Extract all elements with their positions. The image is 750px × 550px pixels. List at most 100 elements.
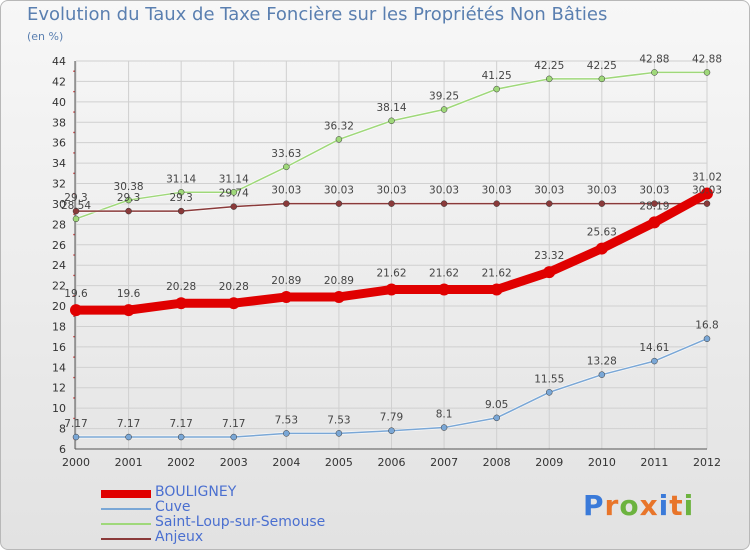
data-point xyxy=(546,389,553,396)
logo-letter: P xyxy=(583,489,605,522)
legend-label: Anjeux xyxy=(155,529,204,545)
x-tick-label: 2009 xyxy=(535,456,563,469)
data-point xyxy=(335,200,343,207)
data-point xyxy=(335,136,343,143)
x-tick-label: 2003 xyxy=(220,456,248,469)
data-label: 7.17 xyxy=(117,418,140,430)
data-label: 28.54 xyxy=(61,200,91,212)
x-tick-label: 2007 xyxy=(430,456,458,469)
data-point xyxy=(546,200,553,207)
logo-letter: i xyxy=(658,489,670,522)
y-tick-label: 20 xyxy=(52,300,66,313)
data-label: 30.03 xyxy=(639,185,669,197)
data-label: 30.03 xyxy=(692,185,722,197)
y-minor-tick xyxy=(73,152,75,154)
data-point xyxy=(335,430,343,437)
data-label: 42.88 xyxy=(692,53,722,65)
data-label: 21.62 xyxy=(376,268,406,280)
y-tick-label: 18 xyxy=(52,320,66,333)
data-point xyxy=(440,200,448,207)
data-point xyxy=(438,283,451,296)
data-label: 9.05 xyxy=(485,399,508,411)
data-label: 7.17 xyxy=(64,418,87,430)
data-point xyxy=(283,200,290,207)
data-point xyxy=(648,216,661,229)
y-tick-label: 26 xyxy=(52,239,66,252)
data-point xyxy=(493,85,500,93)
data-point xyxy=(703,69,711,76)
data-label: 36.32 xyxy=(324,120,354,132)
data-point xyxy=(227,297,240,310)
y-tick-label: 36 xyxy=(52,137,66,150)
y-tick-label: 8 xyxy=(59,423,66,436)
data-label: 13.28 xyxy=(587,356,617,368)
data-label: 7.17 xyxy=(169,418,192,430)
y-tick-label: 16 xyxy=(52,341,66,354)
data-label: 30.03 xyxy=(376,185,406,197)
y-tick-label: 42 xyxy=(52,75,66,88)
y-minor-tick xyxy=(73,376,75,379)
x-tick-label: 2010 xyxy=(588,456,616,469)
data-label: 30.38 xyxy=(114,181,144,193)
data-point xyxy=(283,163,290,171)
data-point xyxy=(598,371,606,378)
data-label: 29.3 xyxy=(169,192,192,204)
x-tick-label: 2000 xyxy=(62,456,90,469)
y-minor-tick xyxy=(73,254,75,256)
data-point xyxy=(72,207,80,215)
data-point xyxy=(175,297,188,310)
data-point xyxy=(177,207,185,215)
data-label: 30.03 xyxy=(324,185,354,197)
chart-title: Evolution du Taux de Taxe Foncière sur l… xyxy=(27,4,608,25)
data-label: 14.61 xyxy=(639,342,669,354)
data-label: 41.25 xyxy=(482,70,512,82)
data-point xyxy=(651,69,658,76)
y-minor-tick xyxy=(73,192,75,195)
data-label: 29.3 xyxy=(117,192,140,204)
x-tick-label: 2008 xyxy=(483,456,511,469)
data-point xyxy=(177,189,185,196)
y-minor-tick xyxy=(73,397,75,399)
data-label: 8.1 xyxy=(436,409,453,421)
logo-letter: i xyxy=(683,489,695,522)
data-label: 31.14 xyxy=(219,173,249,185)
x-tick-label: 2012 xyxy=(693,456,721,469)
data-label: 20.28 xyxy=(219,281,249,293)
data-point xyxy=(598,200,606,207)
proxiti-logo: Proxiti xyxy=(583,489,694,522)
data-label: 30.03 xyxy=(429,185,459,197)
data-point xyxy=(122,304,135,317)
y-tick-label: 12 xyxy=(52,382,66,395)
data-point xyxy=(490,283,503,296)
y-tick-label: 32 xyxy=(52,178,66,191)
y-minor-tick xyxy=(73,417,75,420)
data-point xyxy=(230,203,237,210)
data-point xyxy=(651,357,658,365)
y-tick-label: 40 xyxy=(52,96,66,109)
data-label: 16.8 xyxy=(695,320,718,332)
y-minor-tick xyxy=(73,131,75,134)
y-minor-tick xyxy=(73,70,75,73)
data-label: 19.6 xyxy=(64,288,88,300)
x-tick-label: 2001 xyxy=(115,456,143,469)
data-label: 23.32 xyxy=(534,250,564,262)
data-point xyxy=(125,207,132,215)
logo-letter: o xyxy=(619,489,640,522)
data-label: 7.79 xyxy=(380,412,403,424)
logo-letter: t xyxy=(669,489,684,522)
data-point xyxy=(72,215,80,223)
y-minor-tick xyxy=(73,233,75,236)
legend-swatch xyxy=(101,490,151,498)
data-label: 21.62 xyxy=(482,268,512,280)
data-point xyxy=(543,266,556,279)
y-minor-tick xyxy=(73,335,75,338)
data-point xyxy=(440,424,448,431)
data-label: 29.74 xyxy=(219,188,249,200)
y-tick-label: 22 xyxy=(52,280,66,293)
data-point xyxy=(125,196,132,204)
data-label: 11.55 xyxy=(534,373,564,385)
data-point xyxy=(598,75,606,83)
x-tick-label: 2011 xyxy=(640,456,668,469)
